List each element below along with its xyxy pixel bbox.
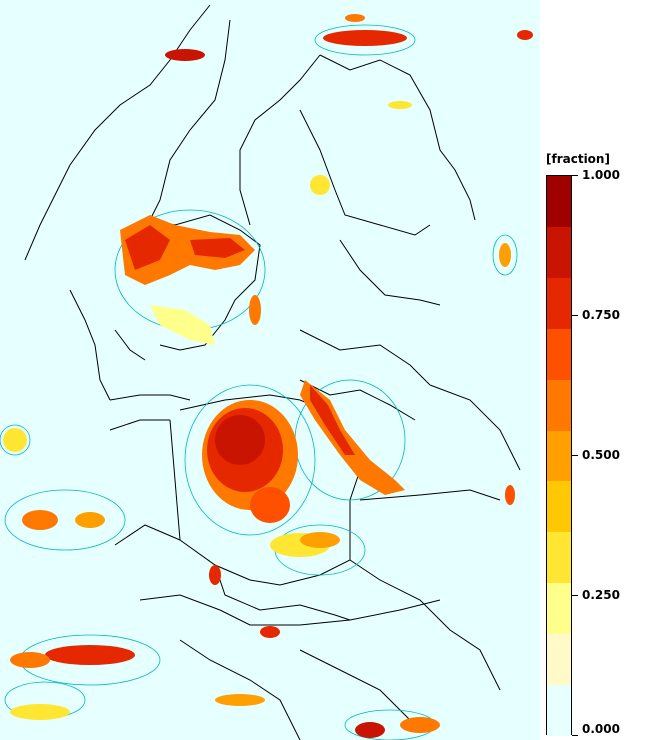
legend-color-band (547, 176, 571, 227)
legend-color-band (547, 379, 571, 431)
map-background (0, 0, 540, 740)
legend-tick-mark (572, 175, 578, 176)
fraction-field-sweden (120, 215, 261, 345)
fraction-field-lithuania (300, 380, 405, 495)
legend-color-band (547, 532, 571, 584)
legend-tick-mark (572, 735, 578, 736)
legend-colorbar (546, 175, 572, 736)
fraction-field-poland (202, 400, 340, 557)
legend-color-band (547, 277, 571, 329)
contour-lines (0, 24, 518, 740)
legend-color-band (547, 583, 571, 635)
legend-color-band (547, 634, 571, 686)
fraction-field-southwest (3, 243, 515, 738)
legend-tick-label: 0.000 (582, 722, 620, 736)
legend-color-band (547, 430, 571, 482)
map-panel (0, 0, 540, 740)
legend-tick-mark (572, 455, 578, 456)
legend-tick-label: 0.250 (582, 588, 620, 602)
legend-color-band (547, 685, 571, 736)
legend-color-band (547, 481, 571, 533)
legend-tick-mark (572, 595, 578, 596)
legend-tick-label: 1.000 (582, 168, 620, 182)
legend-title: [fraction] (546, 152, 610, 166)
legend-color-band (547, 226, 571, 278)
legend-tick-mark (572, 315, 578, 316)
legend-tick-label: 0.500 (582, 448, 620, 462)
fraction-field-north (165, 14, 533, 195)
legend-tick-label: 0.750 (582, 308, 620, 322)
legend-color-band (547, 328, 571, 380)
